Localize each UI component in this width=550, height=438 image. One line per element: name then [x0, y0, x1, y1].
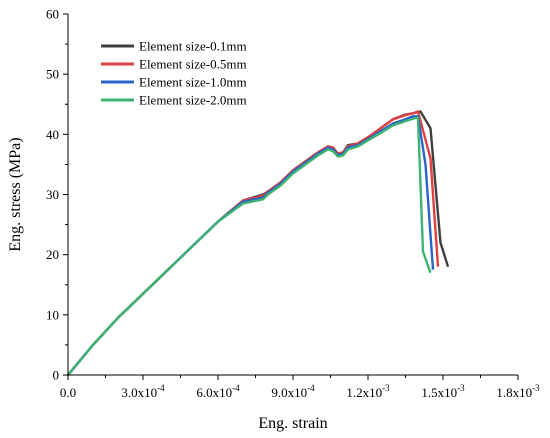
x-axis-title: Eng. strain [258, 415, 327, 432]
plot-area [67, 110, 450, 376]
x-tick-label: 1.2x10-3 [346, 383, 390, 400]
y-tick-label: 50 [46, 67, 59, 82]
series-line-3 [67, 115, 435, 376]
legend: Element size-0.1mm Element size-0.5mm Elem… [101, 39, 247, 108]
x-tick-label: 0.0 [60, 385, 76, 400]
axes: 0.0 3.0x10-4 6.0x10-4 9.0x10-4 1.2x10-3 1.5x1… [7, 7, 540, 433]
x-tick-label: 6.0x10-4 [196, 383, 240, 400]
y-tick-label: 20 [46, 247, 59, 262]
x-tick-label: 1.8x10-3 [496, 383, 540, 400]
x-tick-label: 3.0x10-4 [121, 383, 165, 400]
legend-label-2: Element size-0.5mm [139, 57, 247, 72]
y-tick-label: 0 [53, 368, 60, 383]
series-line-1 [67, 110, 450, 376]
x-tick-label: 9.0x10-4 [271, 383, 315, 400]
legend-label-1: Element size-0.1mm [139, 39, 247, 54]
legend-label-3: Element size-1.0mm [139, 75, 247, 90]
series-line-2 [67, 110, 440, 376]
y-tick-label: 30 [46, 187, 59, 202]
y-tick-label: 40 [46, 127, 59, 142]
y-axis-title: Eng. stress (MPa) [7, 137, 24, 251]
series-line-4 [67, 116, 432, 376]
y-tick-label: 60 [46, 7, 59, 22]
y-tick-label: 10 [46, 307, 59, 322]
legend-label-4: Element size-2.0mm [139, 93, 247, 108]
x-tick-label: 1.5x10-3 [421, 383, 465, 400]
